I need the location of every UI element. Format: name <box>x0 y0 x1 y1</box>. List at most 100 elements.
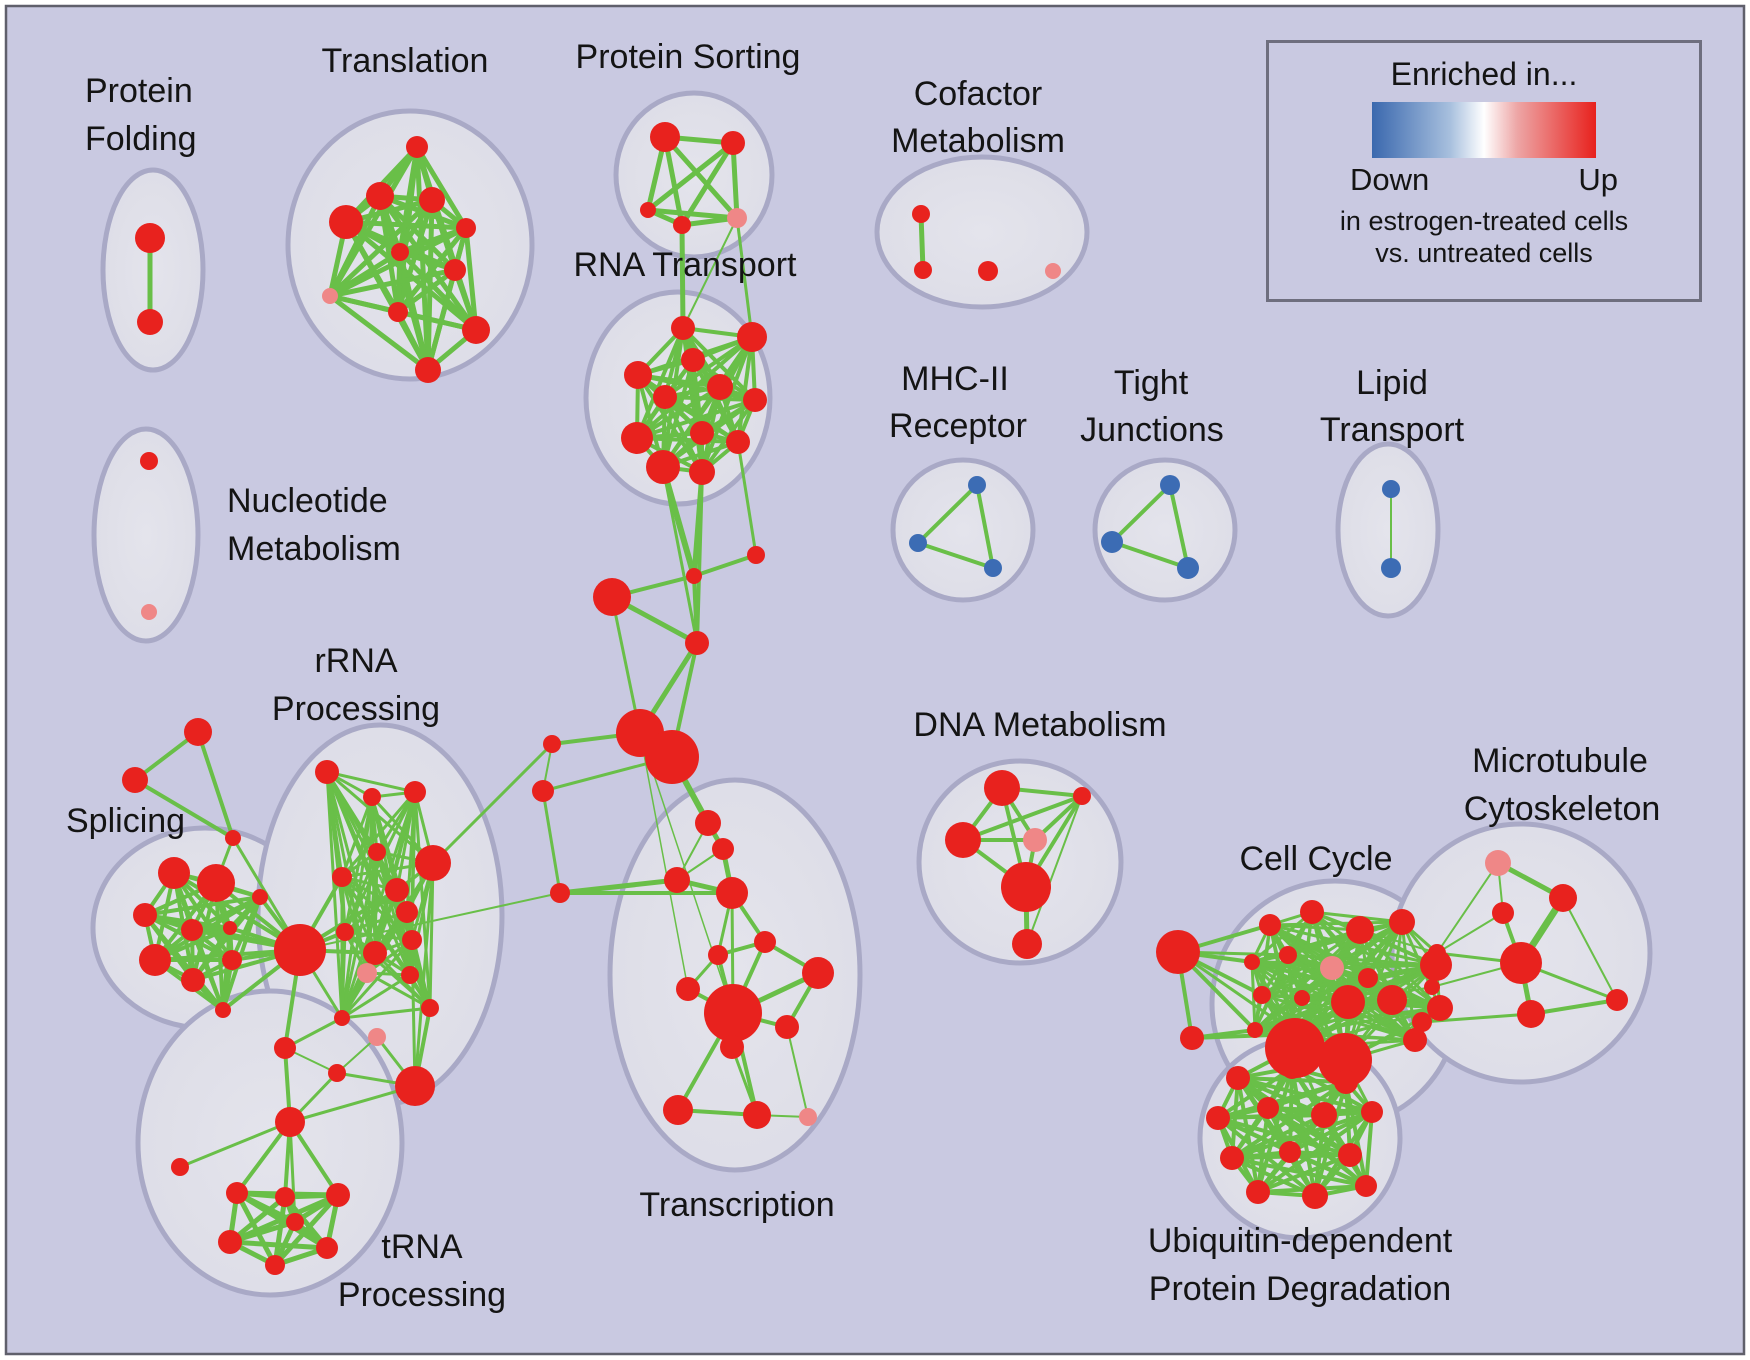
network-node <box>645 730 699 784</box>
network-edge <box>695 470 704 645</box>
network-edge <box>736 440 758 557</box>
network-node <box>747 546 765 564</box>
network-node <box>1382 480 1400 498</box>
network-node <box>1244 954 1260 970</box>
network-node <box>1012 929 1042 959</box>
network-edge <box>635 398 757 440</box>
network-node <box>743 1101 771 1129</box>
network-node <box>158 857 190 889</box>
network-node <box>322 288 338 304</box>
network-node <box>543 735 561 753</box>
cluster-label-splicing: Splicing <box>66 802 185 840</box>
network-edge <box>1288 1110 1374 1154</box>
network-node <box>1206 1106 1230 1130</box>
network-node <box>1073 787 1091 805</box>
network-edge <box>1110 483 1172 544</box>
network-node <box>968 476 986 494</box>
network-node <box>363 788 381 806</box>
network-node <box>593 578 631 616</box>
network-node <box>1180 1026 1204 1050</box>
network-node <box>1338 1143 1362 1167</box>
network-node <box>1302 1183 1328 1209</box>
network-node <box>388 302 408 322</box>
network-edge <box>327 249 403 299</box>
cluster-ellipse-lipid-transport <box>1335 441 1441 619</box>
network-node <box>984 770 1020 806</box>
network-edge <box>961 794 1084 842</box>
network-edge <box>414 144 469 231</box>
network-node <box>286 1213 304 1231</box>
network-node <box>686 568 702 584</box>
network-node <box>532 780 554 802</box>
network-node <box>690 421 714 445</box>
network-edge <box>692 553 758 578</box>
network-edge <box>288 1084 417 1124</box>
network-edge <box>397 249 479 333</box>
network-node <box>984 559 1002 577</box>
network-node <box>274 1037 296 1059</box>
network-node <box>223 921 237 935</box>
cluster-label-nucleotide-metabolism: Metabolism <box>227 530 401 568</box>
network-edge <box>663 395 757 402</box>
network-node <box>802 957 834 989</box>
cluster-label-microtubule-cytoskeleton: Cytoskeleton <box>1464 790 1661 828</box>
network-node <box>139 944 171 976</box>
network-edge <box>340 875 409 914</box>
network-node <box>1358 968 1378 988</box>
network-node <box>1377 985 1407 1015</box>
network-node <box>1220 1146 1244 1170</box>
network-edge <box>325 770 344 1020</box>
network-node <box>368 843 386 861</box>
network-edge <box>1529 998 1619 1016</box>
network-node <box>1517 1000 1545 1028</box>
network-edge <box>365 971 432 1010</box>
network-node <box>1389 909 1415 935</box>
network-node <box>1101 531 1123 553</box>
cluster-label-cell-cycle: Cell Cycle <box>1239 840 1392 878</box>
network-node <box>1346 916 1374 944</box>
network-node <box>663 1095 693 1125</box>
network-node <box>1023 828 1047 852</box>
network-edge <box>1330 963 1438 970</box>
network-edge <box>730 140 740 221</box>
network-node <box>650 122 680 152</box>
network-edge <box>663 395 740 444</box>
network-edge <box>395 267 458 315</box>
network-edge <box>1562 897 1618 1001</box>
network-node <box>909 534 927 552</box>
network-node <box>226 1182 248 1204</box>
network-node <box>122 767 148 793</box>
network-node <box>912 205 930 223</box>
network-edge <box>343 930 414 942</box>
legend-title: Enriched in... <box>1390 56 1578 92</box>
network-node <box>1320 956 1344 980</box>
cluster-ellipse-nucleotide-metabolism <box>91 426 201 644</box>
network-node <box>1606 989 1628 1011</box>
network-node <box>404 781 426 803</box>
network-node <box>708 945 728 965</box>
network-node <box>326 1183 350 1207</box>
cluster-label-ubiquitin-degradation: Protein Degradation <box>1149 1270 1451 1308</box>
network-node <box>1403 1028 1427 1052</box>
network-node <box>550 883 570 903</box>
legend-scale-labels: Down Up <box>1350 162 1618 198</box>
network-edge <box>1288 1150 1368 1188</box>
network-edge <box>325 770 417 794</box>
network-edge <box>340 973 412 1020</box>
network-node <box>401 966 419 984</box>
network-node <box>1427 995 1453 1021</box>
network-edge <box>1294 1006 1442 1036</box>
network-edge <box>1364 1110 1374 1188</box>
network-edge <box>635 436 740 444</box>
network-node <box>1412 1012 1432 1032</box>
network-edge <box>410 938 417 1088</box>
network-node <box>1424 979 1440 995</box>
network-node <box>275 1107 305 1137</box>
network-node <box>415 845 451 881</box>
cluster-label-cofactor-metabolism: Cofactor <box>914 75 1043 113</box>
cluster-label-microtubule-cytoskeleton: Microtubule <box>1472 742 1648 780</box>
network-edge <box>918 211 926 273</box>
network-node <box>1177 557 1199 579</box>
network-edge <box>1260 966 1334 997</box>
network-node <box>1257 1097 1279 1119</box>
